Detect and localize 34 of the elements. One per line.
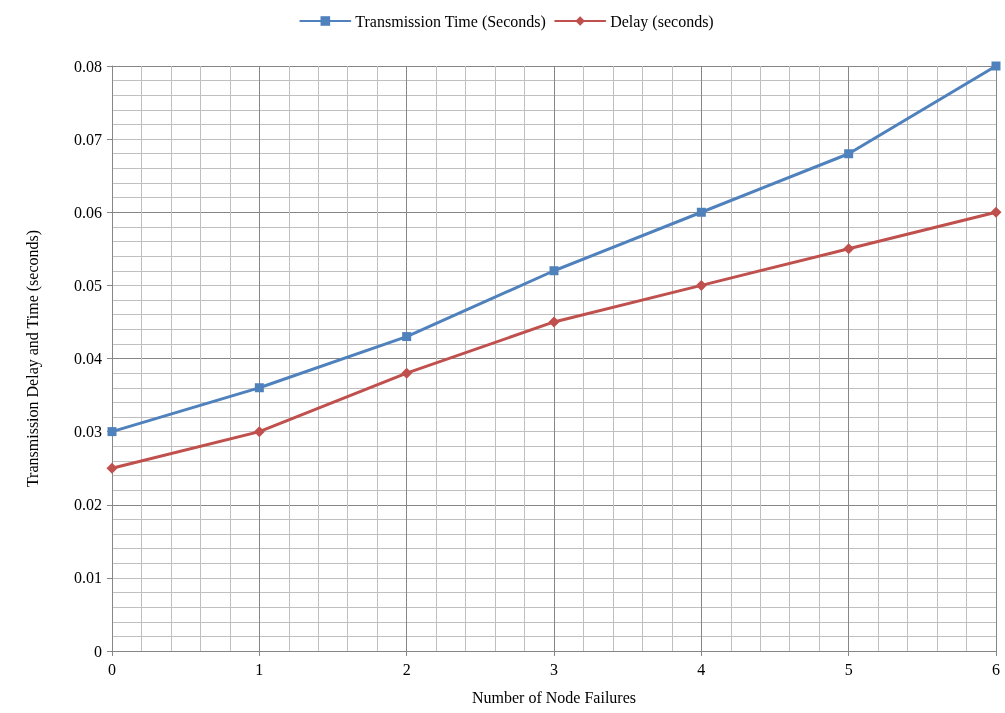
point: [402, 332, 412, 342]
y-tick-label: 0: [94, 642, 102, 660]
point: [106, 462, 118, 474]
y-tick-label: 0.06: [74, 203, 102, 221]
point: [695, 279, 707, 291]
point: [844, 149, 854, 159]
point: [991, 61, 1001, 71]
x-tick-label: 0: [108, 660, 116, 678]
x-tick-label: 6: [992, 660, 1000, 678]
y-tick-label: 0.07: [74, 130, 102, 148]
legend-label: Transmission Time (Seconds): [355, 12, 546, 31]
point: [253, 426, 265, 438]
x-tick-label: 2: [402, 660, 411, 678]
point: [548, 316, 560, 328]
x-tick-label: 4: [697, 660, 706, 678]
y-tick-label: 0.03: [74, 423, 102, 441]
y-tick-label: 0.05: [74, 276, 102, 294]
point: [107, 427, 117, 437]
point: [990, 206, 1002, 218]
x-tick-label: 1: [255, 660, 264, 678]
x-tick-label: 3: [550, 660, 558, 678]
point: [843, 243, 855, 255]
x-axis-title: Number of Node Failures: [472, 688, 636, 706]
x-tick-label: 5: [844, 660, 853, 678]
point: [254, 383, 264, 393]
y-axis-title: Transmission Delay and Time (seconds): [23, 229, 42, 488]
y-tick-label: 0.02: [74, 496, 102, 514]
point: [696, 207, 706, 217]
y-tick-label: 0.08: [74, 57, 102, 75]
y-tick-label: 0.01: [74, 569, 102, 587]
legend-label: Delay (seconds): [610, 12, 714, 31]
point: [549, 266, 559, 276]
y-tick-label: 0.04: [74, 350, 102, 367]
point: [401, 367, 413, 379]
